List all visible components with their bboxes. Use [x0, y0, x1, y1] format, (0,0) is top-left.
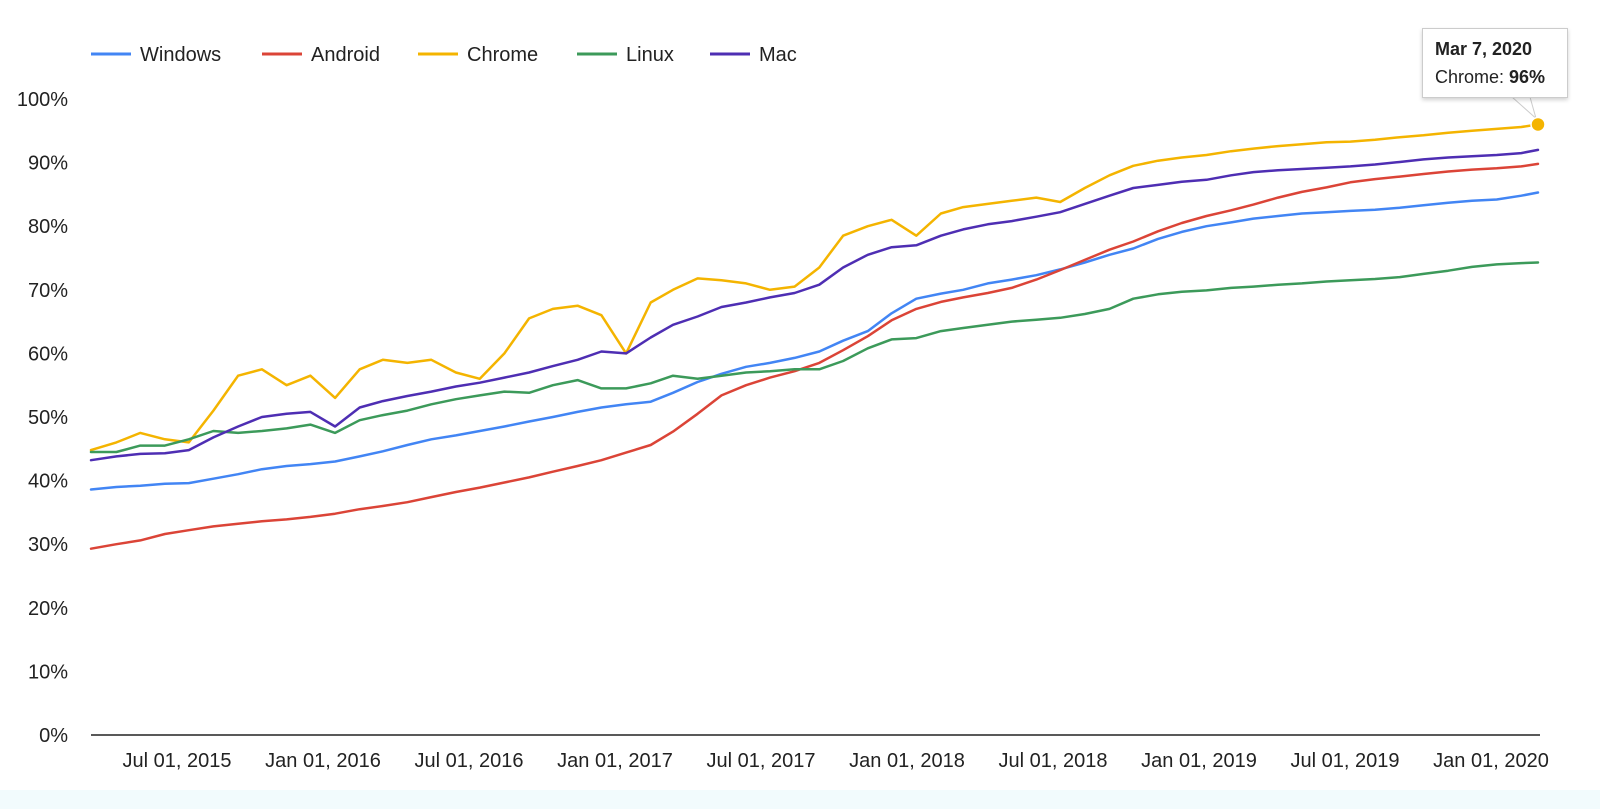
highlight-point-marker[interactable] — [1530, 116, 1546, 133]
y-tick-label: 50% — [28, 407, 68, 429]
series-line-linux[interactable] — [89, 261, 1540, 454]
y-tick-label: 90% — [28, 153, 68, 175]
legend-item-android[interactable]: Android — [262, 44, 380, 66]
legend: Windows Android Chrome Linux Mac — [91, 44, 797, 66]
tooltip-row: Chrome: 96% — [1435, 63, 1555, 91]
series-line-mac[interactable] — [89, 148, 1540, 462]
series-line-chrome[interactable] — [89, 123, 1540, 452]
plot-area — [89, 123, 1540, 550]
tooltip-pointer — [1510, 96, 1537, 120]
x-tick-label: Jan 01, 2017 — [557, 750, 673, 772]
series-line-windows[interactable] — [89, 191, 1540, 491]
legend-item-windows[interactable]: Windows — [91, 44, 221, 66]
bottom-strip — [0, 790, 1600, 809]
x-tick-label: Jul 01, 2018 — [999, 750, 1108, 772]
y-tick-label: 10% — [28, 661, 68, 683]
y-tick-label: 70% — [28, 280, 68, 302]
legend-label: Windows — [140, 44, 221, 66]
y-tick-label: 60% — [28, 343, 68, 365]
tooltip-value: 96% — [1509, 67, 1546, 87]
series-line-android[interactable] — [89, 162, 1540, 550]
y-tick-label: 100% — [17, 89, 68, 111]
x-tick-label: Jan 01, 2020 — [1433, 750, 1549, 772]
y-tick-label: 20% — [28, 598, 68, 620]
tooltip-date: Mar 7, 2020 — [1435, 39, 1533, 59]
x-tick-label: Jul 01, 2019 — [1291, 750, 1400, 772]
x-tick-label: Jul 01, 2015 — [123, 750, 232, 772]
x-tick-label: Jul 01, 2017 — [707, 750, 816, 772]
y-tick-label: 80% — [28, 216, 68, 238]
y-tick-label: 0% — [39, 725, 68, 747]
legend-label: Android — [311, 44, 380, 66]
x-axis: Jul 01, 2015 Jan 01, 2016 Jul 01, 2016 Jan … — [91, 734, 1549, 772]
x-tick-label: Jan 01, 2016 — [265, 750, 381, 772]
tooltip: Mar 7, 2020 Chrome: 96% — [1422, 28, 1568, 98]
tooltip-series-label: Chrome: — [1435, 67, 1510, 87]
y-tick-label: 30% — [28, 534, 68, 556]
legend-item-chrome[interactable]: Chrome — [418, 44, 538, 66]
legend-item-mac[interactable]: Mac — [710, 44, 797, 66]
legend-label: Chrome — [467, 44, 538, 66]
x-tick-label: Jan 01, 2019 — [1141, 750, 1257, 772]
legend-item-linux[interactable]: Linux — [577, 44, 674, 66]
legend-label: Linux — [626, 44, 674, 66]
y-tick-label: 40% — [28, 471, 68, 493]
x-tick-label: Jul 01, 2016 — [415, 750, 524, 772]
y-axis: 0% 10% 20% 30% 40% 50% 60% 70% 80% 90% 100% — [17, 89, 68, 747]
legend-label: Mac — [759, 44, 797, 66]
x-tick-label: Jan 01, 2018 — [849, 750, 965, 772]
